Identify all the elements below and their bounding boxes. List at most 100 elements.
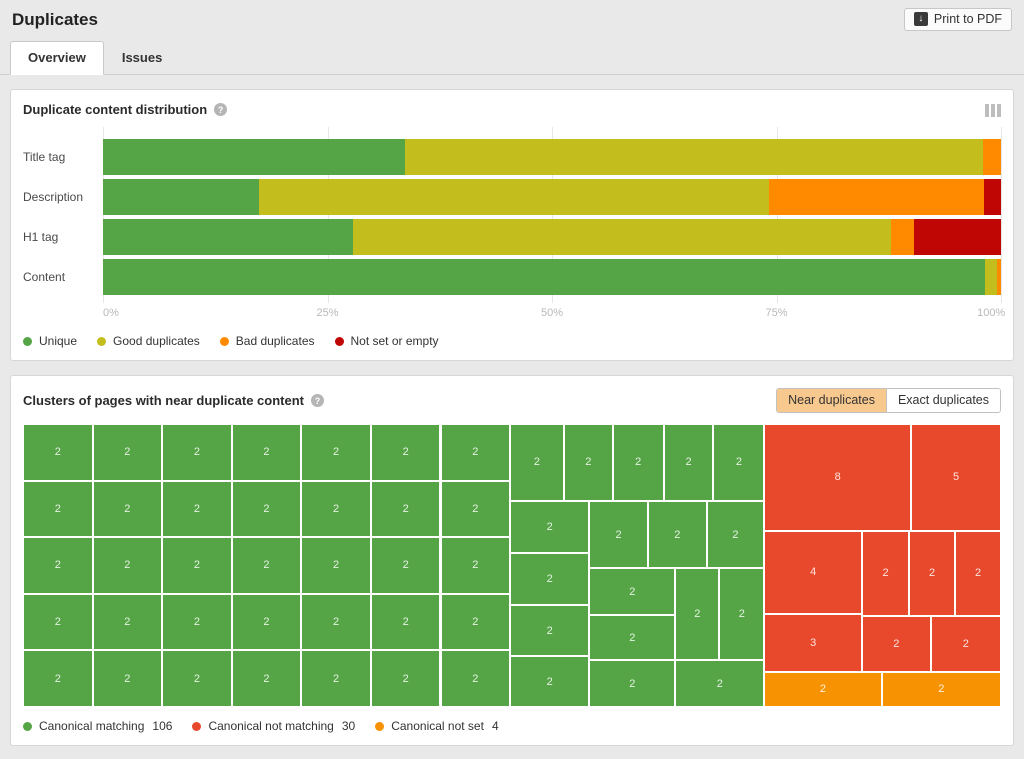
treemap-cell[interactable]: 2	[23, 424, 93, 481]
treemap-cell[interactable]: 2	[370, 650, 441, 707]
clusters-card-header: Clusters of pages with near duplicate co…	[23, 388, 1001, 413]
treemap-cell[interactable]: 2	[301, 424, 371, 481]
treemap-cell[interactable]: 2	[92, 650, 163, 707]
treemap-cell[interactable]: 2	[301, 480, 371, 538]
treemap-cell[interactable]: 2	[713, 424, 765, 501]
bar-segment-none[interactable]	[913, 219, 1001, 255]
help-icon[interactable]: ?	[311, 394, 324, 407]
treemap-cell[interactable]: 5	[911, 424, 1001, 531]
help-icon[interactable]: ?	[214, 103, 228, 116]
treemap-cell[interactable]: 2	[162, 480, 232, 538]
treemap-cell[interactable]: 2	[881, 671, 1001, 707]
treemap-cell[interactable]: 2	[162, 650, 232, 707]
treemap-cell[interactable]: 2	[92, 537, 163, 594]
treemap-cell[interactable]: 2	[440, 593, 511, 651]
legend-dot	[97, 336, 107, 346]
treemap-cell[interactable]: 4	[764, 530, 863, 614]
distribution-legend: Unique Good duplicates Bad duplicates Not s…	[23, 334, 1001, 348]
bar-segment-good[interactable]	[404, 139, 984, 175]
treemap-cell[interactable]: 2	[440, 424, 511, 481]
treemap-cell[interactable]: 2	[370, 480, 441, 538]
gridline	[103, 127, 104, 303]
treemap-cell[interactable]: 2	[231, 424, 302, 481]
treemap-cell[interactable]: 2	[231, 537, 302, 594]
treemap-cell[interactable]: 2	[440, 537, 511, 594]
toggle-near-duplicates[interactable]: Near duplicates	[777, 389, 886, 412]
treemap-cell[interactable]: 2	[706, 500, 765, 569]
treemap-cell[interactable]: 2	[162, 593, 232, 651]
legend-value: 30	[341, 719, 356, 733]
bar-segment-unique[interactable]	[103, 139, 405, 175]
treemap-cell[interactable]: 2	[301, 537, 371, 594]
treemap-cell[interactable]: 2	[23, 593, 93, 651]
legend-label: Canonical not set	[391, 719, 484, 733]
treemap-cell[interactable]: 2	[510, 424, 564, 501]
treemap-cell[interactable]: 2	[589, 500, 648, 569]
treemap-cell[interactable]: 2	[510, 605, 590, 657]
toggle-exact-duplicates[interactable]: Exact duplicates	[885, 389, 1000, 412]
treemap-cell[interactable]: 2	[231, 480, 302, 538]
treemap-cell[interactable]: 2	[510, 500, 590, 554]
treemap-cell[interactable]: 2	[23, 537, 93, 594]
bar-segment-good[interactable]	[984, 259, 997, 295]
treemap-cell[interactable]: 2	[675, 568, 720, 661]
treemap-cell[interactable]: 2	[955, 530, 1001, 616]
bar-segment-bad[interactable]	[890, 219, 914, 255]
treemap-cell[interactable]: 2	[231, 650, 302, 707]
stacked-bar	[103, 259, 1001, 295]
treemap-cell[interactable]: 2	[675, 660, 765, 707]
treemap-cell[interactable]: 2	[92, 593, 163, 651]
treemap-cell[interactable]: 3	[764, 613, 863, 672]
treemap-cell[interactable]: 2	[862, 530, 910, 616]
treemap-cell[interactable]: 2	[909, 530, 956, 616]
treemap-cell[interactable]: 2	[370, 593, 441, 651]
axis-tick: 25%	[316, 307, 339, 319]
tab-issues[interactable]: Issues	[121, 50, 163, 65]
treemap-cell[interactable]: 2	[301, 650, 371, 707]
legend-dot	[192, 721, 202, 731]
treemap-cell[interactable]: 2	[231, 593, 302, 651]
treemap-cell[interactable]: 2	[563, 424, 613, 501]
bar-segment-none[interactable]	[983, 179, 1001, 215]
bar-segment-unique[interactable]	[103, 219, 353, 255]
legend-item: Canonical matching 106	[23, 719, 172, 733]
treemap-cell[interactable]: 2	[719, 568, 765, 661]
treemap-cell[interactable]: 2	[764, 671, 882, 707]
treemap-cell[interactable]: 2	[510, 553, 590, 606]
treemap-cell[interactable]: 2	[162, 537, 232, 594]
bar-segment-unique[interactable]	[103, 259, 985, 295]
bar-segment-bad[interactable]	[996, 259, 1001, 295]
treemap-cell[interactable]: 2	[589, 568, 676, 616]
treemap-cell[interactable]: 2	[612, 424, 664, 501]
bar-segment-good[interactable]	[259, 179, 770, 215]
treemap-cell[interactable]: 2	[862, 615, 931, 672]
bar-segment-unique[interactable]	[103, 179, 260, 215]
treemap-cell[interactable]: 8	[764, 424, 911, 531]
bar-segment-good[interactable]	[352, 219, 891, 255]
treemap-cell[interactable]: 2	[23, 480, 93, 538]
treemap-cell[interactable]: 2	[589, 660, 676, 707]
gridline	[776, 127, 778, 303]
treemap-cell[interactable]: 2	[370, 537, 441, 594]
treemap-cell[interactable]: 2	[370, 424, 441, 481]
tab-overview[interactable]: Overview	[10, 41, 104, 75]
treemap-cell[interactable]: 2	[930, 615, 1001, 672]
bar-segment-bad[interactable]	[769, 179, 984, 215]
treemap-cell[interactable]: 2	[92, 480, 163, 538]
treemap-cell[interactable]: 2	[162, 424, 232, 481]
treemap-cell[interactable]: 2	[301, 593, 371, 651]
legend-dot	[23, 721, 32, 731]
treemap-cell[interactable]: 2	[663, 424, 714, 501]
treemap-cell[interactable]: 2	[589, 615, 676, 660]
treemap-cell[interactable]: 2	[647, 500, 707, 569]
bar-segment-bad[interactable]	[983, 139, 1001, 175]
treemap-cell[interactable]: 2	[23, 650, 93, 707]
treemap-cell[interactable]: 2	[510, 656, 590, 707]
treemap-cell[interactable]: 2	[440, 650, 511, 707]
treemap-cell[interactable]: 2	[92, 424, 163, 481]
print-to-pdf-button[interactable]: ↓ Print to PDF	[903, 8, 1012, 31]
bars-column	[103, 127, 1002, 303]
columns-icon[interactable]	[985, 103, 1001, 117]
treemap-cell[interactable]: 2	[440, 480, 511, 538]
